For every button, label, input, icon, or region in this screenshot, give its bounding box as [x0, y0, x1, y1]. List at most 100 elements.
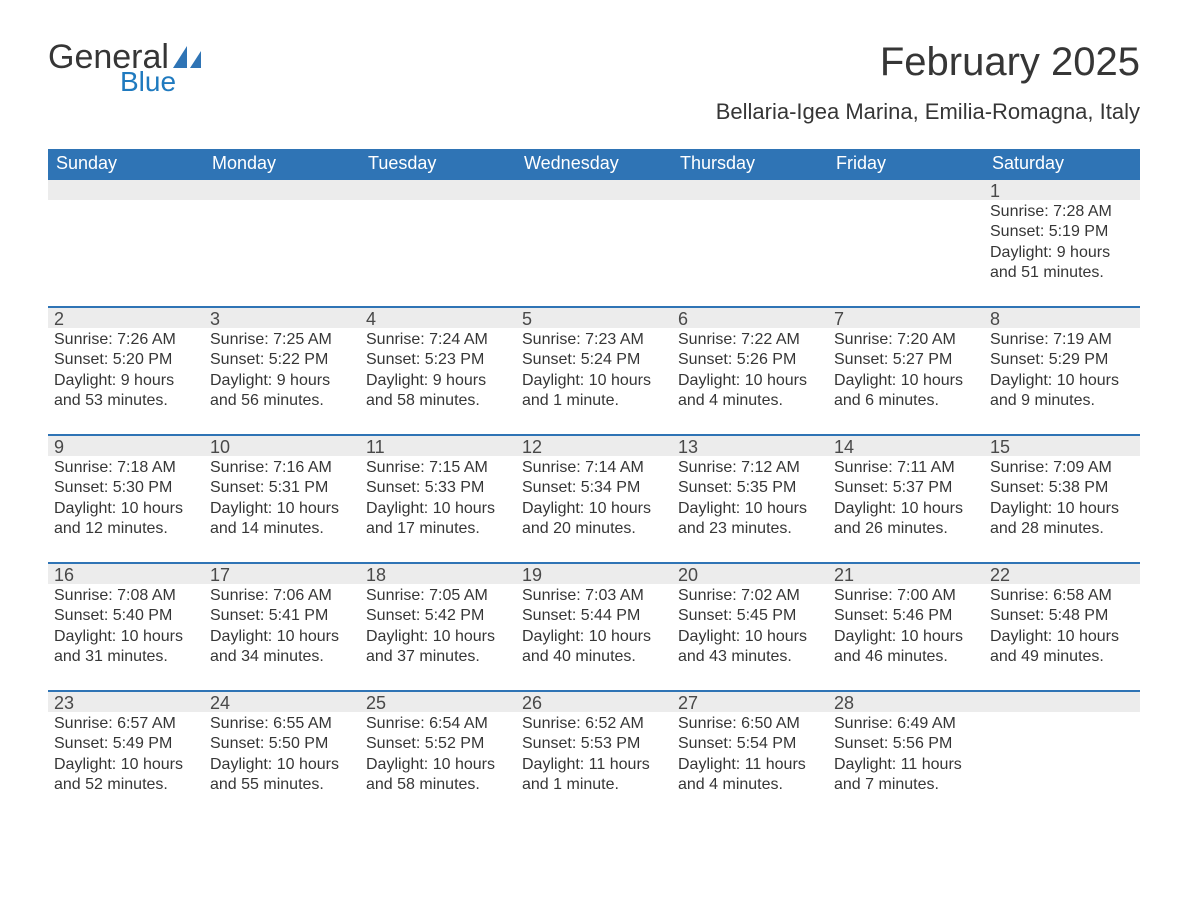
day-number-band: 11: [360, 434, 516, 456]
day-content: [204, 200, 360, 208]
sunrise-line: Sunrise: 7:24 AM: [366, 330, 510, 350]
calendar-cell: 10Sunrise: 7:16 AMSunset: 5:31 PMDayligh…: [204, 434, 360, 562]
daylight-line: Daylight: 10 hours and 31 minutes.: [54, 627, 198, 668]
daylight-line: Daylight: 10 hours and 23 minutes.: [678, 499, 822, 540]
calendar-cell: 15Sunrise: 7:09 AMSunset: 5:38 PMDayligh…: [984, 434, 1140, 562]
day-number-band: 14: [828, 434, 984, 456]
daylight-line: Daylight: 11 hours and 1 minute.: [522, 755, 666, 796]
day-content: Sunrise: 6:54 AMSunset: 5:52 PMDaylight:…: [360, 712, 516, 802]
sunrise-line: Sunrise: 6:52 AM: [522, 714, 666, 734]
daylight-line: Daylight: 10 hours and 17 minutes.: [366, 499, 510, 540]
calendar-cell: [204, 178, 360, 306]
sunset-line: Sunset: 5:50 PM: [210, 734, 354, 754]
sunset-line: Sunset: 5:20 PM: [54, 350, 198, 370]
day-content: Sunrise: 6:58 AMSunset: 5:48 PMDaylight:…: [984, 584, 1140, 674]
day-number-band: 21: [828, 562, 984, 584]
calendar-cell: 19Sunrise: 7:03 AMSunset: 5:44 PMDayligh…: [516, 562, 672, 690]
sunset-line: Sunset: 5:56 PM: [834, 734, 978, 754]
calendar-cell: 9Sunrise: 7:18 AMSunset: 5:30 PMDaylight…: [48, 434, 204, 562]
day-content: Sunrise: 7:00 AMSunset: 5:46 PMDaylight:…: [828, 584, 984, 674]
day-content: Sunrise: 7:12 AMSunset: 5:35 PMDaylight:…: [672, 456, 828, 546]
daylight-line: Daylight: 10 hours and 34 minutes.: [210, 627, 354, 668]
calendar-cell: 8Sunrise: 7:19 AMSunset: 5:29 PMDaylight…: [984, 306, 1140, 434]
day-content: [48, 200, 204, 208]
daylight-line: Daylight: 10 hours and 49 minutes.: [990, 627, 1134, 668]
calendar-cell: 1Sunrise: 7:28 AMSunset: 5:19 PMDaylight…: [984, 178, 1140, 306]
sunset-line: Sunset: 5:19 PM: [990, 222, 1134, 242]
calendar-cell: 27Sunrise: 6:50 AMSunset: 5:54 PMDayligh…: [672, 690, 828, 818]
calendar-cell: 16Sunrise: 7:08 AMSunset: 5:40 PMDayligh…: [48, 562, 204, 690]
sunrise-line: Sunrise: 6:49 AM: [834, 714, 978, 734]
daylight-line: Daylight: 10 hours and 14 minutes.: [210, 499, 354, 540]
calendar-cell: 14Sunrise: 7:11 AMSunset: 5:37 PMDayligh…: [828, 434, 984, 562]
day-content: Sunrise: 6:49 AMSunset: 5:56 PMDaylight:…: [828, 712, 984, 802]
sunrise-line: Sunrise: 7:18 AM: [54, 458, 198, 478]
calendar-table: SundayMondayTuesdayWednesdayThursdayFrid…: [48, 149, 1140, 818]
day-content: [516, 200, 672, 208]
sunset-line: Sunset: 5:34 PM: [522, 478, 666, 498]
sunrise-line: Sunrise: 7:20 AM: [834, 330, 978, 350]
day-content: Sunrise: 7:05 AMSunset: 5:42 PMDaylight:…: [360, 584, 516, 674]
daylight-line: Daylight: 11 hours and 7 minutes.: [834, 755, 978, 796]
calendar-cell: 6Sunrise: 7:22 AMSunset: 5:26 PMDaylight…: [672, 306, 828, 434]
day-content: Sunrise: 6:57 AMSunset: 5:49 PMDaylight:…: [48, 712, 204, 802]
day-header: Wednesday: [516, 149, 672, 178]
day-number-band: 15: [984, 434, 1140, 456]
calendar-cell: 22Sunrise: 6:58 AMSunset: 5:48 PMDayligh…: [984, 562, 1140, 690]
sunset-line: Sunset: 5:33 PM: [366, 478, 510, 498]
logo-word-blue: Blue: [120, 68, 207, 96]
day-number-band: [672, 178, 828, 200]
sunrise-line: Sunrise: 7:09 AM: [990, 458, 1134, 478]
location-subtitle: Bellaria-Igea Marina, Emilia-Romagna, It…: [716, 99, 1140, 125]
sunset-line: Sunset: 5:52 PM: [366, 734, 510, 754]
day-header: Saturday: [984, 149, 1140, 178]
sunset-line: Sunset: 5:49 PM: [54, 734, 198, 754]
day-number-band: 20: [672, 562, 828, 584]
day-number-band: 9: [48, 434, 204, 456]
daylight-line: Daylight: 10 hours and 37 minutes.: [366, 627, 510, 668]
daylight-line: Daylight: 10 hours and 43 minutes.: [678, 627, 822, 668]
daylight-line: Daylight: 10 hours and 1 minute.: [522, 371, 666, 412]
daylight-line: Daylight: 10 hours and 40 minutes.: [522, 627, 666, 668]
day-content: Sunrise: 7:18 AMSunset: 5:30 PMDaylight:…: [48, 456, 204, 546]
sunrise-line: Sunrise: 7:28 AM: [990, 202, 1134, 222]
sunset-line: Sunset: 5:40 PM: [54, 606, 198, 626]
day-number-band: 16: [48, 562, 204, 584]
calendar-cell: [48, 178, 204, 306]
daylight-line: Daylight: 9 hours and 58 minutes.: [366, 371, 510, 412]
day-header: Tuesday: [360, 149, 516, 178]
calendar-cell: 26Sunrise: 6:52 AMSunset: 5:53 PMDayligh…: [516, 690, 672, 818]
calendar-cell: 23Sunrise: 6:57 AMSunset: 5:49 PMDayligh…: [48, 690, 204, 818]
day-header: Thursday: [672, 149, 828, 178]
daylight-line: Daylight: 10 hours and 9 minutes.: [990, 371, 1134, 412]
day-content: Sunrise: 7:15 AMSunset: 5:33 PMDaylight:…: [360, 456, 516, 546]
sunset-line: Sunset: 5:45 PM: [678, 606, 822, 626]
sunrise-line: Sunrise: 7:05 AM: [366, 586, 510, 606]
daylight-line: Daylight: 9 hours and 51 minutes.: [990, 243, 1134, 284]
sunset-line: Sunset: 5:41 PM: [210, 606, 354, 626]
sunrise-line: Sunrise: 7:19 AM: [990, 330, 1134, 350]
sunrise-line: Sunrise: 7:15 AM: [366, 458, 510, 478]
day-number-band: [984, 690, 1140, 712]
sunrise-line: Sunrise: 7:12 AM: [678, 458, 822, 478]
day-content: Sunrise: 7:02 AMSunset: 5:45 PMDaylight:…: [672, 584, 828, 674]
sunset-line: Sunset: 5:24 PM: [522, 350, 666, 370]
day-content: Sunrise: 7:08 AMSunset: 5:40 PMDaylight:…: [48, 584, 204, 674]
sunrise-line: Sunrise: 7:02 AM: [678, 586, 822, 606]
day-number-band: 27: [672, 690, 828, 712]
day-number-band: 19: [516, 562, 672, 584]
calendar-cell: 12Sunrise: 7:14 AMSunset: 5:34 PMDayligh…: [516, 434, 672, 562]
day-content: Sunrise: 7:28 AMSunset: 5:19 PMDaylight:…: [984, 200, 1140, 290]
sunset-line: Sunset: 5:38 PM: [990, 478, 1134, 498]
day-content: Sunrise: 6:55 AMSunset: 5:50 PMDaylight:…: [204, 712, 360, 802]
daylight-line: Daylight: 10 hours and 52 minutes.: [54, 755, 198, 796]
sunrise-line: Sunrise: 6:54 AM: [366, 714, 510, 734]
calendar-cell: 18Sunrise: 7:05 AMSunset: 5:42 PMDayligh…: [360, 562, 516, 690]
day-number-band: [516, 178, 672, 200]
sunset-line: Sunset: 5:23 PM: [366, 350, 510, 370]
sunrise-line: Sunrise: 7:08 AM: [54, 586, 198, 606]
day-number-band: 8: [984, 306, 1140, 328]
day-number-band: [360, 178, 516, 200]
calendar-cell: [672, 178, 828, 306]
title-block: February 2025 Bellaria-Igea Marina, Emil…: [716, 40, 1140, 125]
